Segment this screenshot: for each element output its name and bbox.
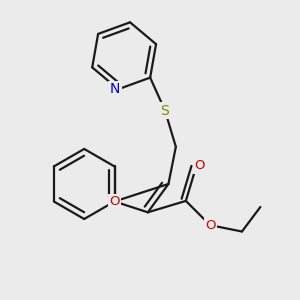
Text: O: O bbox=[195, 159, 205, 172]
Text: O: O bbox=[109, 195, 120, 208]
Text: S: S bbox=[160, 103, 169, 118]
Text: O: O bbox=[205, 219, 215, 232]
Text: N: N bbox=[110, 82, 120, 96]
